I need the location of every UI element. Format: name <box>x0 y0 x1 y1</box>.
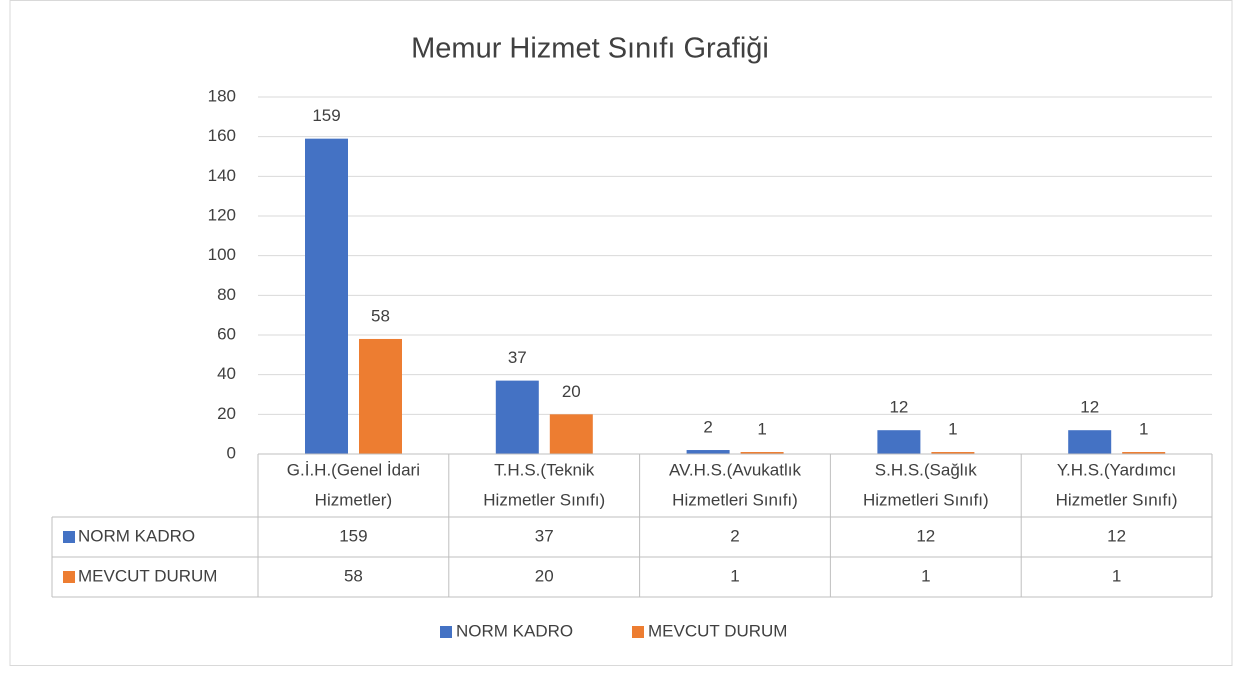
y-tick-label: 0 <box>227 443 236 462</box>
y-tick-label: 160 <box>208 126 236 145</box>
x-tick-label: S.H.S.(Sağlık <box>875 460 978 479</box>
data-label: 58 <box>371 306 390 325</box>
y-tick-label: 20 <box>217 404 236 423</box>
table-cell: 37 <box>535 526 554 545</box>
bar <box>931 452 975 454</box>
bar <box>1122 452 1166 454</box>
table-series-name: MEVCUT DURUM <box>78 566 217 585</box>
y-tick-label: 80 <box>217 285 236 304</box>
data-label: 1 <box>1139 420 1148 439</box>
bar <box>877 430 921 454</box>
x-tick-label: Hizmetleri Sınıfı) <box>863 490 989 509</box>
x-tick-label: Hizmetleri Sınıfı) <box>672 490 798 509</box>
legend-key <box>63 531 75 543</box>
bar <box>359 338 402 454</box>
bar <box>740 452 784 454</box>
table-cell: 20 <box>535 566 554 585</box>
x-tick-label: G.İ.H.(Genel İdari <box>287 460 420 479</box>
y-tick-label: 140 <box>208 166 236 185</box>
y-tick-label: 120 <box>208 205 236 224</box>
table-cell: 12 <box>1107 526 1126 545</box>
legend-label: MEVCUT DURUM <box>648 621 787 640</box>
data-label: 12 <box>889 398 908 417</box>
y-tick-label: 180 <box>208 86 236 105</box>
table-cell: 1 <box>1112 566 1121 585</box>
table-cell: 1 <box>921 566 930 585</box>
data-label: 1 <box>948 420 957 439</box>
legend-key <box>440 626 452 638</box>
data-label: 20 <box>562 382 581 401</box>
legend-key <box>632 626 644 638</box>
data-label: 159 <box>312 106 340 125</box>
y-tick-label: 40 <box>217 364 236 383</box>
bar <box>549 414 593 454</box>
bar <box>686 450 730 454</box>
table-cell: 1 <box>730 566 739 585</box>
legend-label: NORM KADRO <box>456 621 573 640</box>
data-label: 37 <box>508 348 527 367</box>
bar <box>1068 430 1112 454</box>
chart-title: Memur Hizmet Sınıfı Grafiği <box>411 33 769 65</box>
y-tick-label: 100 <box>208 245 236 264</box>
x-tick-label: Hizmetler Sınıfı) <box>1056 490 1178 509</box>
bar <box>495 380 539 454</box>
y-tick-label: 60 <box>217 324 236 343</box>
table-cell: 2 <box>730 526 739 545</box>
chart-border <box>9 0 1233 666</box>
table-cell: 12 <box>916 526 935 545</box>
data-label: 12 <box>1080 398 1099 417</box>
data-label: 1 <box>757 420 766 439</box>
legend-key <box>63 571 75 583</box>
table-series-name: NORM KADRO <box>78 526 195 545</box>
x-tick-label: AV.H.S.(Avukatlık <box>669 460 801 479</box>
x-tick-label: T.H.S.(Teknik <box>494 460 595 479</box>
x-tick-label: Y.H.S.(Yardımcı <box>1057 460 1176 479</box>
table-cell: 58 <box>344 566 363 585</box>
x-tick-label: Hizmetler) <box>315 490 392 509</box>
data-label: 2 <box>703 418 712 437</box>
bar <box>305 138 348 454</box>
table-cell: 159 <box>339 526 367 545</box>
x-tick-label: Hizmetler Sınıfı) <box>483 490 605 509</box>
